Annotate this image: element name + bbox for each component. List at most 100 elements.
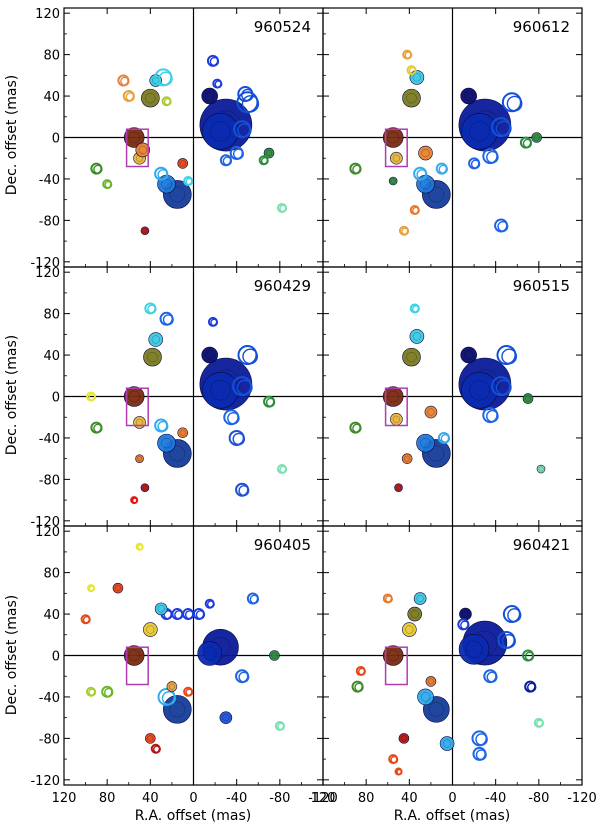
panel-960515: 960515 [322,266,583,527]
x-tick-label: -40 [226,791,247,806]
maser-spot-inner-ring [169,445,186,462]
maser-spot-inner-ring [147,351,158,363]
x-tick-label: 120 [52,791,77,806]
maser-spot-echo [495,379,512,396]
maser-spot-echo [137,544,144,551]
maser-spot-echo [279,465,288,474]
maser-spot-echo [103,687,114,698]
maser-spot [409,329,425,344]
maser-spot-inner-ring [128,649,140,662]
maser-spot-inner-ring [142,485,148,491]
maser-spot-echo [438,164,448,175]
maser-spot-echo [260,156,269,165]
maser-spot-echo [82,615,91,624]
x-tick-label: 0 [189,791,197,806]
maser-spot-echo [209,56,220,67]
maser-spot-inner-ring [406,92,417,104]
maser-spot-inner-ring [428,445,445,462]
panel-label: 960524 [254,18,311,36]
maser-spot-echo [237,123,252,138]
maser-spot-inner-ring [400,735,407,742]
maser-spot-inner-ring [147,735,154,742]
maser-spot [177,158,189,169]
maser-spot-echo [524,651,535,661]
maser-spot-echo [157,169,169,181]
maser-spot-inner-ring [525,395,531,402]
maser-spot-echo [88,688,97,697]
maser-spot [140,226,150,236]
y-tick-label: -120 [30,256,60,271]
y-tick-label: 120 [35,266,60,281]
highlight-box [125,646,149,686]
y-tick-label: -40 [39,432,60,447]
maser-spot-echo [227,411,240,425]
maser-spot-echo [440,433,451,444]
maser-spot-echo [153,745,161,754]
points-group [90,54,288,236]
maser-spot-echo [158,71,173,86]
maser-spot-inner-ring [406,351,417,363]
maser-spot-inner-ring [169,701,186,718]
maser-spot-echo [352,423,362,434]
y-tick-label: 80 [43,308,60,323]
maser-spot-echo [385,595,393,604]
maser-spot [143,347,162,367]
maser-spot [496,345,517,366]
maser-spot [460,87,477,105]
maser-spot [202,112,239,150]
y-axis-label-top: Dec. offset (mas) [4,75,20,195]
maser-spot [135,142,151,158]
maser-spot-inner-ring [146,625,155,634]
maser-spot-inner-ring [222,714,230,722]
maser-spot-echo [279,204,288,213]
maser-spot [201,346,218,364]
maser-spot-echo [475,749,487,761]
maser-spot [459,607,472,621]
maser-spot-inner-ring [421,148,430,158]
maser-spot [425,676,437,687]
maser-spot [402,622,417,637]
maser-spot [197,641,222,666]
maser-spot-inner-ring [461,610,469,618]
x-tick-label: -40 [485,791,506,806]
maser-spot [388,176,398,186]
maser-spot-echo [242,348,259,365]
highlight-box [384,646,408,686]
maser-spot-inner-ring [387,390,399,403]
y-tick-label: -120 [30,515,60,530]
maser-spot-echo [163,97,172,106]
maser-spot [390,412,403,426]
maser-spot-echo [238,485,250,497]
maser-spot-echo [195,610,206,620]
maser-spot-echo [236,379,253,396]
x-tick-label: 40 [142,791,159,806]
panel-960524: 120 80 40 0 -40 -80 -120 960524 [30,7,324,271]
y-tick-label: -120 [30,774,60,789]
maser-spot [409,70,425,85]
maser-spot-inner-ring [428,186,445,203]
maser-spot-echo [185,177,194,186]
maser-spot [382,127,404,148]
points-group [80,542,285,754]
maser-spot [236,91,259,114]
maser-spot [458,633,490,665]
maser-spot-echo [249,594,260,604]
maser-spot [219,711,233,724]
maser-spot [143,622,158,637]
maser-spot [439,736,455,751]
maser-spot-inner-ring [157,605,165,613]
maser-spot [141,88,160,108]
maser-spot [418,145,433,161]
maser-spot-echo [241,88,254,102]
points-group [349,49,542,236]
panel-label: 960515 [513,277,570,295]
maser-spot-inner-ring [412,73,421,82]
maser-spot-inner-ring [202,646,217,661]
maser-spot-inner-ring [392,415,400,423]
maser-spot [140,483,150,492]
y-axis-label-middle: Dec. offset (mas) [4,335,20,455]
maser-spot-echo [184,610,195,620]
y-tick-label: 40 [43,349,60,364]
maser-spot [482,407,499,424]
